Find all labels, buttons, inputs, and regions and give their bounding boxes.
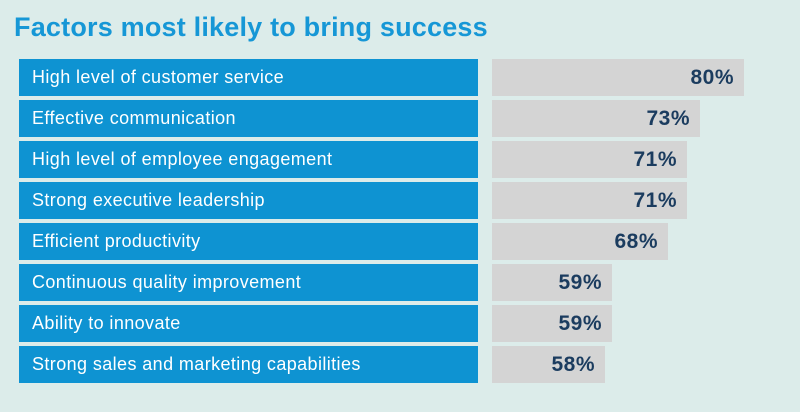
category-label-bar: Efficient productivity xyxy=(19,223,478,260)
value-bar: 71% xyxy=(492,141,687,178)
value-label: 73% xyxy=(646,106,690,130)
category-label-bar: Strong sales and marketing capabilities xyxy=(19,346,478,383)
category-label-bar: Continuous quality improvement xyxy=(19,264,478,301)
category-label: High level of employee engagement xyxy=(32,149,333,169)
value-label: 71% xyxy=(633,147,677,171)
value-label: 68% xyxy=(614,229,658,253)
category-label: Effective communication xyxy=(32,108,236,128)
category-label-bar: Strong executive leadership xyxy=(19,182,478,219)
value-bar: 59% xyxy=(492,305,612,342)
chart-row: High level of customer service 80% xyxy=(19,59,800,96)
bar-chart: High level of customer service 80% Effecti… xyxy=(19,59,800,383)
chart-row: Strong executive leadership 71% xyxy=(19,182,800,219)
category-label-bar: Ability to innovate xyxy=(19,305,478,342)
category-label-bar: Effective communication xyxy=(19,100,478,137)
category-label-bar: High level of employee engagement xyxy=(19,141,478,178)
chart-row: Continuous quality improvement 59% xyxy=(19,264,800,301)
value-bar: 80% xyxy=(492,59,744,96)
category-label-bar: High level of customer service xyxy=(19,59,478,96)
value-bar: 58% xyxy=(492,346,605,383)
value-bar: 73% xyxy=(492,100,700,137)
chart-row: Strong sales and marketing capabilities 5… xyxy=(19,346,800,383)
chart-row: Effective communication 73% xyxy=(19,100,800,137)
category-label: Efficient productivity xyxy=(32,231,201,251)
chart-row: High level of employee engagement 71% xyxy=(19,141,800,178)
value-bar: 68% xyxy=(492,223,668,260)
chart-row: Efficient productivity 68% xyxy=(19,223,800,260)
category-label: Ability to innovate xyxy=(32,313,181,333)
category-label: Strong sales and marketing capabilities xyxy=(32,354,361,374)
value-bar: 71% xyxy=(492,182,687,219)
category-label: High level of customer service xyxy=(32,67,285,87)
value-bar: 59% xyxy=(492,264,612,301)
chart-title: Factors most likely to bring success xyxy=(14,12,488,42)
chart-row: Ability to innovate 59% xyxy=(19,305,800,342)
value-label: 71% xyxy=(633,188,677,212)
value-label: 58% xyxy=(551,352,595,376)
value-label: 59% xyxy=(558,270,602,294)
value-label: 80% xyxy=(690,65,734,89)
category-label: Continuous quality improvement xyxy=(32,272,302,292)
category-label: Strong executive leadership xyxy=(32,190,265,210)
value-label: 59% xyxy=(558,311,602,335)
